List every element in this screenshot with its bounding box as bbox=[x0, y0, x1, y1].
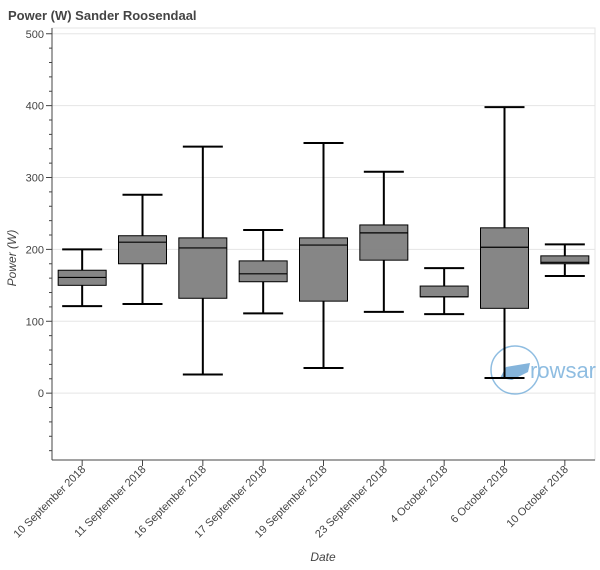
box-iqr bbox=[419, 285, 469, 298]
x-axis-label: Date bbox=[310, 550, 336, 564]
y-tick-label: 500 bbox=[26, 29, 44, 41]
y-tick-label: 0 bbox=[38, 388, 44, 400]
box-iqr bbox=[118, 235, 167, 265]
box-iqr bbox=[359, 224, 409, 261]
y-tick-label: 100 bbox=[26, 316, 44, 328]
box-iqr bbox=[480, 227, 529, 309]
svg-text:rowsar: rowsar bbox=[530, 358, 596, 383]
x-tick-label: 4 October 2018 bbox=[388, 464, 450, 526]
box-iqr bbox=[238, 260, 288, 283]
x-tick-label: 6 October 2018 bbox=[449, 464, 511, 526]
boxes bbox=[57, 106, 590, 380]
y-tick-label: 200 bbox=[26, 244, 44, 256]
x-tick-label: 10 October 2018 bbox=[505, 464, 571, 530]
chart-title: Power (W) Sander Roosendaal bbox=[8, 8, 197, 23]
y-axis-label: Power (W) bbox=[5, 230, 19, 287]
y-tick-label: 400 bbox=[26, 101, 44, 113]
rowsandall-logo-watermark: rowsar bbox=[490, 345, 596, 395]
box-iqr bbox=[540, 255, 590, 265]
box-iqr bbox=[178, 237, 228, 299]
box-iqr bbox=[299, 237, 348, 302]
y-tick-label: 300 bbox=[26, 173, 44, 185]
